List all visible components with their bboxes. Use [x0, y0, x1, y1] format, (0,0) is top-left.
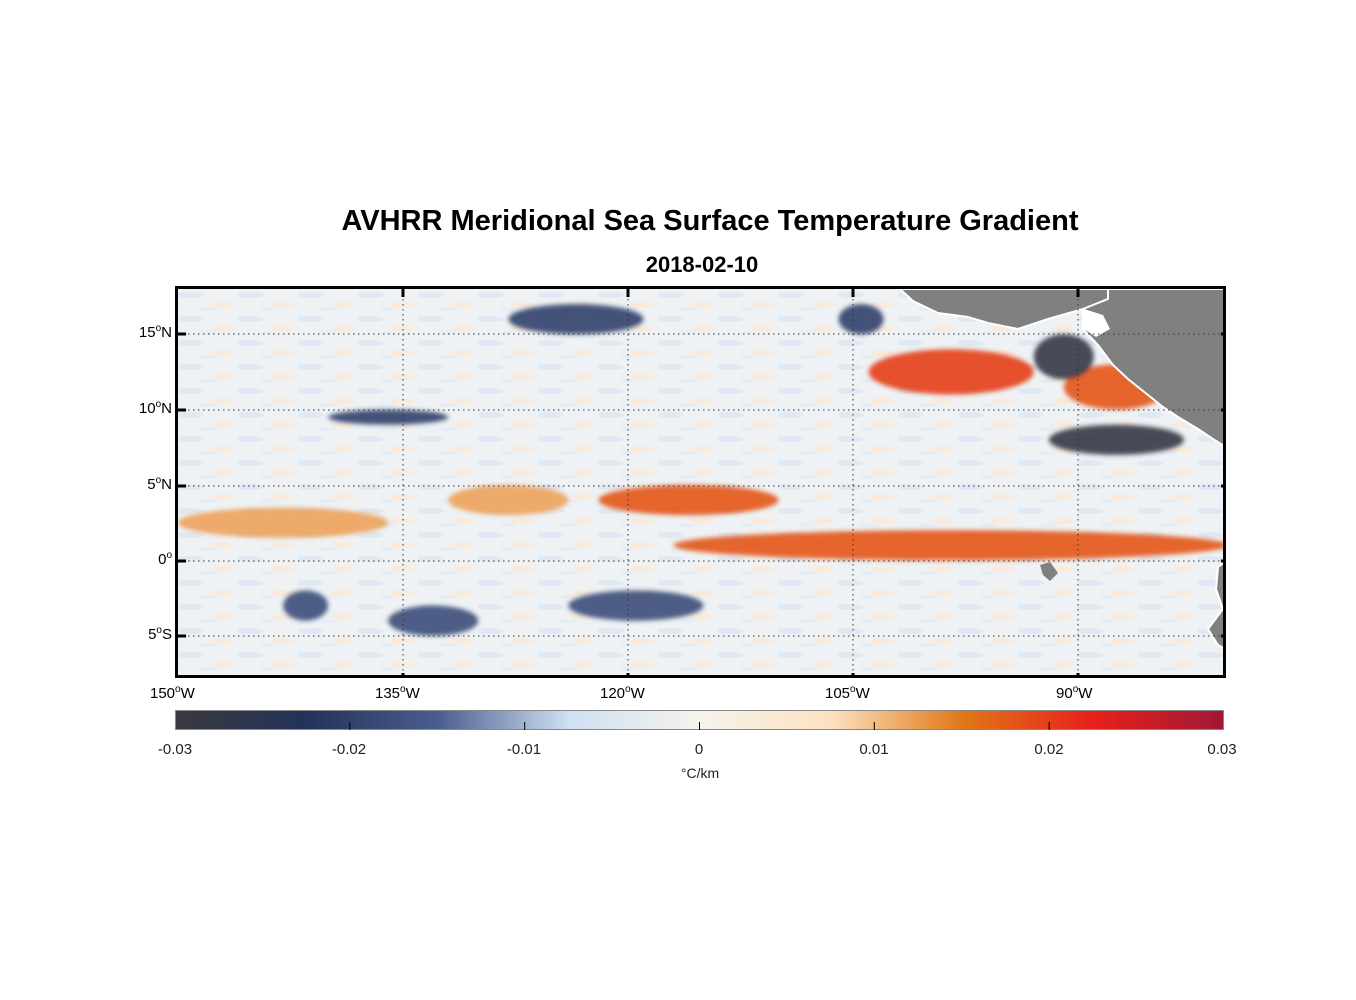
lat-label-0: 0o: [158, 550, 172, 568]
lon-label-135w: 135oW: [375, 684, 420, 702]
lat-label-15n: 15oN: [138, 323, 172, 341]
colorbar-ticks: [349, 722, 1050, 730]
graticule: [178, 289, 1223, 675]
cold-front-band: [283, 590, 329, 621]
lat-label-5s: 5oS: [148, 625, 172, 643]
land-central-america: [1082, 289, 1223, 447]
cold-front-band: [328, 409, 449, 425]
colorbar-tick-label: 0.02: [1034, 741, 1064, 758]
lat-label-10n: 10oN: [138, 399, 172, 417]
colorbar-tick-label: 0.03: [1207, 741, 1237, 758]
warm-front-band: [673, 530, 1223, 561]
land-galapagos: [1040, 562, 1058, 581]
colorbar-tick-label: 0: [694, 741, 704, 758]
lon-label-150w: 150oW: [150, 684, 195, 702]
cold-front-band: [508, 304, 644, 335]
map-plot-area[interactable]: [175, 286, 1226, 678]
cold-front-band: [1048, 424, 1184, 455]
frame-ticks: [178, 289, 1223, 675]
cold-front-band: [388, 605, 479, 636]
warm-front-band: [448, 485, 569, 516]
colorbar-tick-label: -0.03: [157, 741, 193, 758]
sst-gradient-field: [178, 289, 1223, 675]
land-colombia: [1206, 562, 1223, 649]
colorbar-tick-label: 0.01: [859, 741, 889, 758]
cold-front-band: [568, 590, 704, 621]
land-masses: [898, 289, 1223, 649]
map-title: AVHRR Meridional Sea Surface Temperature…: [341, 205, 1079, 237]
lon-label-120w: 120oW: [600, 684, 645, 702]
lon-label-90w: 90oW: [1056, 684, 1093, 702]
warm-front-band: [868, 349, 1034, 395]
cold-front-band: [1033, 334, 1094, 380]
colorbar-unit-label: °C/km: [680, 765, 720, 781]
lon-label-105w: 105oW: [825, 684, 870, 702]
warm-front-band: [178, 507, 389, 538]
colorbar-tick-label: -0.02: [331, 741, 367, 758]
lat-label-5n: 5oN: [147, 475, 172, 493]
warm-front-band: [598, 485, 779, 516]
map-subtitle: 2018-02-10: [645, 252, 759, 277]
colorbar-tick-label: -0.01: [506, 741, 542, 758]
cold-front-band: [838, 304, 884, 335]
land-mexico-coast: [1084, 309, 1110, 337]
